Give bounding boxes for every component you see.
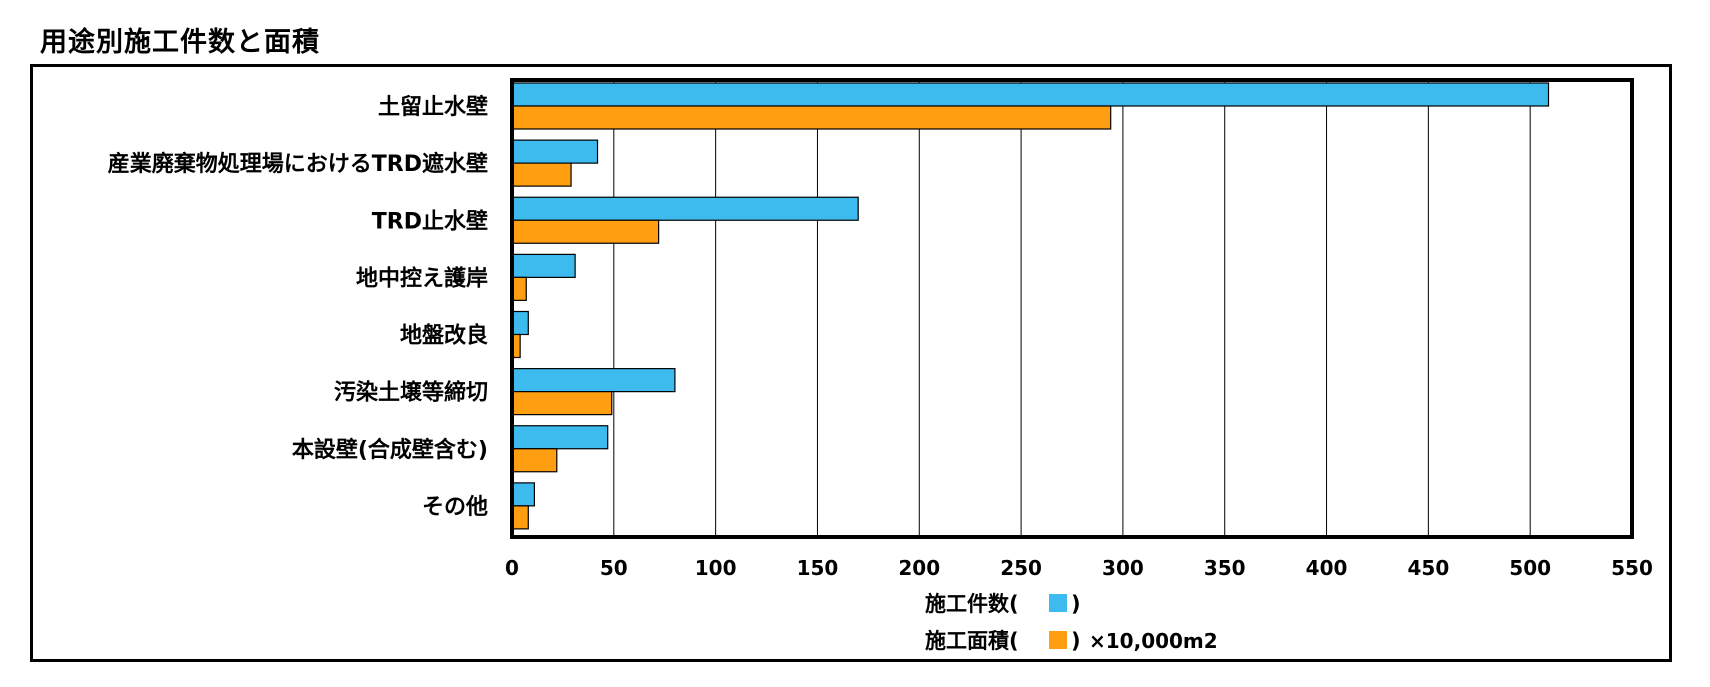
legend-count-suffix: ) xyxy=(1071,592,1081,616)
category-label: TRD止水壁 xyxy=(372,208,488,234)
x-tick-label: 150 xyxy=(797,556,839,580)
x-tick-label: 450 xyxy=(1407,556,1449,580)
legend-count-label: 施工件数( xyxy=(925,592,1019,616)
x-tick-label: 400 xyxy=(1306,556,1348,580)
bar-count xyxy=(511,482,535,507)
x-tick-label: 300 xyxy=(1102,556,1144,580)
category-label: 産業廃棄物処理場におけるTRD遮水壁 xyxy=(108,151,488,177)
category-label: 汚染土壌等締切 xyxy=(334,380,488,406)
bars xyxy=(511,82,1550,530)
legend: 施工件数( ) 施工面積( ) ×10,000m2 xyxy=(925,592,1218,653)
x-tick-label: 550 xyxy=(1611,556,1653,580)
legend-count-swatch xyxy=(1049,594,1067,612)
bar-area xyxy=(511,391,613,416)
category-label: 本設壁(合成壁含む) xyxy=(292,437,488,463)
bar-area xyxy=(511,505,529,530)
bar-count xyxy=(511,368,676,393)
bar-area xyxy=(511,162,572,187)
bar-count xyxy=(511,253,576,278)
category-label: 地中控え護岸 xyxy=(356,265,488,291)
legend-area-label: 施工面積( xyxy=(925,629,1019,653)
bar-area xyxy=(511,276,527,301)
x-tick-labels: 0 50 100 150 200 250 300 350 400 450 500 550 xyxy=(505,556,1653,580)
category-label: その他 xyxy=(422,495,488,520)
legend-area-suffix: ) xyxy=(1071,629,1081,653)
legend-area-unit: ×10,000m2 xyxy=(1089,629,1218,653)
x-tick-label: 500 xyxy=(1509,556,1551,580)
legend-area-swatch xyxy=(1049,631,1067,649)
bar-count xyxy=(511,82,1550,107)
x-tick-label: 250 xyxy=(1000,556,1042,580)
category-label: 地盤改良 xyxy=(400,323,488,349)
bar-area xyxy=(511,448,558,473)
gridlines xyxy=(613,80,1531,537)
x-tick-label: 200 xyxy=(898,556,940,580)
bar-area xyxy=(511,219,660,244)
bar-count xyxy=(511,310,529,336)
chart-frame xyxy=(30,64,1672,662)
x-tick-label: 50 xyxy=(600,556,628,580)
x-tick-label: 0 xyxy=(505,556,519,580)
x-tick-label: 100 xyxy=(695,556,737,580)
bar-count xyxy=(511,139,599,164)
bar-count xyxy=(511,425,609,450)
x-tick-label: 350 xyxy=(1204,556,1246,580)
category-label: 土留止水壁 xyxy=(378,94,488,120)
chart-title: 用途別施工件数と面積 xyxy=(40,27,320,58)
bar-count xyxy=(511,196,859,221)
plot-area-border xyxy=(510,78,1634,539)
bar-area xyxy=(511,105,1112,130)
